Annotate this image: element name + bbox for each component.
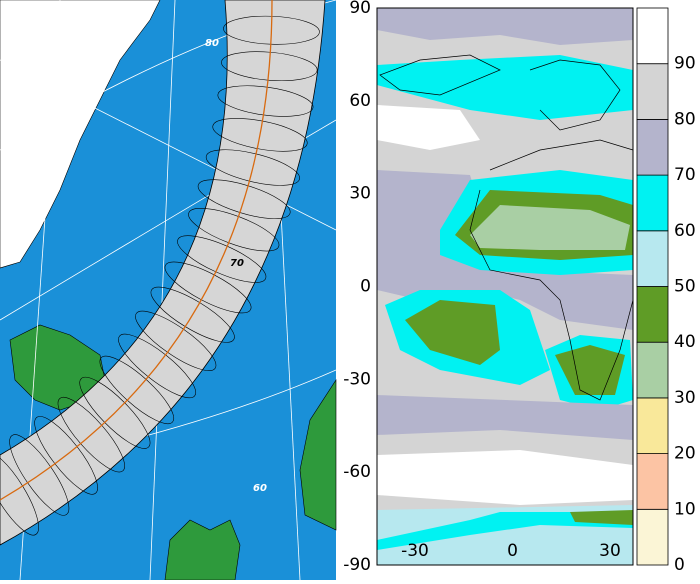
y-tick-label: 30 <box>349 184 371 204</box>
norway <box>299 378 337 531</box>
colorbar-tick-label: 40 <box>674 332 696 352</box>
left-map: 80 70 60 <box>0 0 337 581</box>
x-tick-label: -30 <box>401 541 429 561</box>
colorbar-segment <box>636 63 669 120</box>
colorbar-segment <box>636 7 669 65</box>
y-tick-label: -90 <box>343 555 371 575</box>
colorbar-segment <box>636 397 669 454</box>
y-tick-label: 60 <box>349 91 371 111</box>
colorbar-tick-label: 10 <box>674 499 696 519</box>
scotland <box>164 519 241 581</box>
field <box>470 205 630 250</box>
colorbar-segment <box>636 174 669 232</box>
colorbar: 0 10 20 30 40 50 60 70 80 90 <box>636 7 696 575</box>
right-map <box>376 7 634 566</box>
colorbar-tick-label: 20 <box>674 444 696 464</box>
colorbar-tick-label: 0 <box>674 555 685 575</box>
colorbar-segment <box>636 453 669 510</box>
ground-track <box>0 0 273 501</box>
colorbar-segment <box>636 508 669 566</box>
colorbar-tick-label: 90 <box>674 54 696 74</box>
lat-label: 60 <box>253 483 267 494</box>
field <box>377 55 633 120</box>
field <box>570 510 633 525</box>
x-tick-label: 30 <box>599 541 621 561</box>
field <box>405 300 500 365</box>
colorbar-tick-label: 50 <box>674 277 696 297</box>
colorbar-segment <box>636 230 669 287</box>
field <box>377 512 633 550</box>
colorbar-segment <box>636 341 669 399</box>
coastlines <box>379 54 634 401</box>
field <box>377 105 480 150</box>
field <box>377 395 633 440</box>
y-tick-label: 90 <box>349 0 371 18</box>
frame <box>376 7 634 566</box>
greenland <box>0 0 161 269</box>
y-tick-label: -60 <box>343 462 371 482</box>
field <box>377 450 633 505</box>
colorbar-segment <box>636 286 669 343</box>
lat-label: 70 <box>230 258 244 269</box>
colorbar-segment <box>636 119 669 176</box>
colorbar-tick-label: 80 <box>674 109 696 129</box>
y-tick-label: 0 <box>360 277 371 297</box>
x-tick-label: 0 <box>507 541 518 561</box>
colorbar-tick-label: 70 <box>674 165 696 185</box>
field <box>377 8 633 45</box>
field <box>555 345 625 395</box>
colorbar-tick-label: 60 <box>674 221 696 241</box>
swath <box>0 0 326 546</box>
lat-label: 80 <box>205 38 219 49</box>
y-tick-label: -30 <box>343 369 371 389</box>
colorbar-tick-label: 30 <box>674 388 696 408</box>
